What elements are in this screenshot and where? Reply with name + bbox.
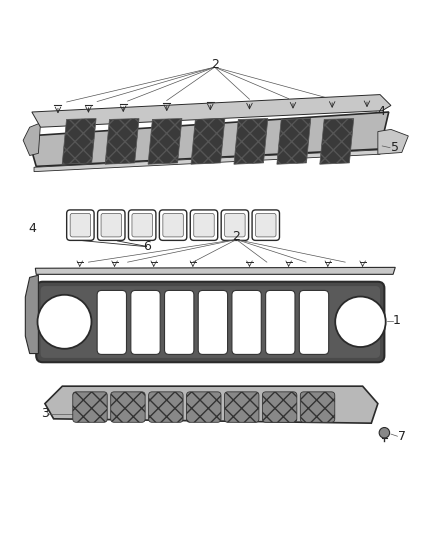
FancyBboxPatch shape bbox=[41, 286, 380, 358]
FancyBboxPatch shape bbox=[70, 213, 91, 237]
Polygon shape bbox=[23, 123, 41, 156]
FancyBboxPatch shape bbox=[165, 290, 194, 354]
Polygon shape bbox=[148, 118, 182, 164]
FancyBboxPatch shape bbox=[67, 210, 94, 240]
Polygon shape bbox=[35, 268, 395, 274]
Polygon shape bbox=[28, 112, 389, 166]
Circle shape bbox=[38, 295, 92, 349]
FancyBboxPatch shape bbox=[128, 210, 156, 240]
FancyBboxPatch shape bbox=[225, 213, 245, 237]
FancyBboxPatch shape bbox=[132, 213, 152, 237]
FancyBboxPatch shape bbox=[190, 210, 218, 240]
Text: 7: 7 bbox=[398, 430, 406, 443]
Polygon shape bbox=[191, 118, 225, 164]
Polygon shape bbox=[234, 118, 268, 164]
Text: 5: 5 bbox=[391, 141, 399, 154]
FancyBboxPatch shape bbox=[262, 392, 297, 422]
Polygon shape bbox=[378, 130, 408, 154]
Polygon shape bbox=[25, 275, 39, 353]
FancyBboxPatch shape bbox=[224, 392, 259, 422]
FancyBboxPatch shape bbox=[252, 210, 279, 240]
Polygon shape bbox=[32, 94, 391, 127]
FancyBboxPatch shape bbox=[148, 392, 183, 422]
Polygon shape bbox=[320, 118, 354, 164]
Polygon shape bbox=[62, 118, 96, 164]
FancyBboxPatch shape bbox=[300, 392, 335, 422]
Circle shape bbox=[335, 296, 386, 347]
FancyBboxPatch shape bbox=[98, 210, 125, 240]
FancyBboxPatch shape bbox=[198, 290, 228, 354]
FancyBboxPatch shape bbox=[131, 290, 160, 354]
FancyBboxPatch shape bbox=[73, 392, 107, 422]
Text: 2: 2 bbox=[233, 230, 240, 244]
Circle shape bbox=[379, 427, 390, 438]
Polygon shape bbox=[105, 118, 139, 164]
FancyBboxPatch shape bbox=[163, 213, 184, 237]
Polygon shape bbox=[277, 118, 311, 164]
FancyBboxPatch shape bbox=[255, 213, 276, 237]
FancyBboxPatch shape bbox=[194, 213, 214, 237]
FancyBboxPatch shape bbox=[36, 282, 385, 362]
Text: 3: 3 bbox=[41, 407, 49, 420]
Text: 2: 2 bbox=[211, 58, 219, 70]
Text: 4: 4 bbox=[28, 222, 36, 235]
Text: 6: 6 bbox=[143, 240, 151, 253]
Polygon shape bbox=[45, 386, 378, 423]
FancyBboxPatch shape bbox=[299, 290, 328, 354]
Polygon shape bbox=[34, 150, 380, 172]
Text: 1: 1 bbox=[393, 314, 401, 327]
FancyBboxPatch shape bbox=[187, 392, 221, 422]
FancyBboxPatch shape bbox=[221, 210, 249, 240]
Text: 4: 4 bbox=[378, 104, 386, 118]
FancyBboxPatch shape bbox=[265, 290, 295, 354]
FancyBboxPatch shape bbox=[111, 392, 145, 422]
FancyBboxPatch shape bbox=[97, 290, 127, 354]
FancyBboxPatch shape bbox=[159, 210, 187, 240]
FancyBboxPatch shape bbox=[232, 290, 261, 354]
FancyBboxPatch shape bbox=[101, 213, 121, 237]
